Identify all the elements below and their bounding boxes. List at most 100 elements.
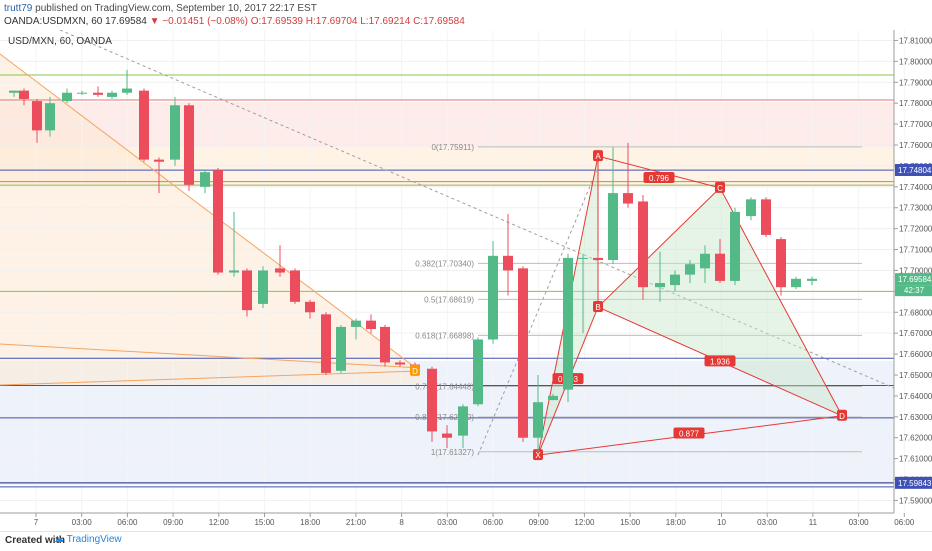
candle-body — [93, 92, 103, 95]
chart-title: USD/MXN, 60, OANDA — [8, 36, 112, 47]
time-axis[interactable]: 7 03:00 06:00 09:00 12:00 15:00 18:00 21:00 8 03:… — [34, 513, 915, 527]
price-tick-label: 17.80000 — [899, 57, 932, 66]
time-tick-label: 10 — [717, 518, 726, 527]
author-link[interactable]: trutt79 — [4, 3, 33, 14]
pattern-leg — [597, 155, 721, 189]
pattern-leg — [597, 187, 721, 308]
ohlc-values: O:17.69539 H:17.69704 L:17.69214 C:17.69… — [250, 16, 465, 27]
fib-level-label: 1(17.61327) — [431, 448, 474, 457]
fib-level-label: 0.786(17.64448) — [415, 383, 474, 392]
time-tick-label: 09:00 — [163, 518, 184, 527]
candle-body — [578, 257, 588, 259]
candle-body — [700, 253, 710, 269]
candle-body — [351, 320, 361, 327]
time-tick-label: 12:00 — [209, 518, 230, 527]
candle-body — [200, 172, 210, 187]
pattern-point-badge — [715, 181, 725, 193]
price-tick-label: 17.79000 — [899, 78, 932, 87]
fib-level-label: 0(17.75911) — [431, 143, 474, 152]
change-value: ▼ −0.01451 (−0.08%) — [149, 16, 248, 27]
fib-level-label: 0.886(17.62990) — [415, 413, 474, 422]
candle-body — [427, 368, 437, 432]
candle-body — [290, 270, 300, 302]
time-tick-label: 18:00 — [300, 518, 321, 527]
pattern-point-badge — [533, 449, 543, 461]
time-tick-label: 06:00 — [894, 518, 915, 527]
fib-level-label: 0.382(17.70340) — [415, 259, 474, 268]
time-tick-label: 03:00 — [72, 518, 93, 527]
pattern-point-label: A — [595, 152, 601, 161]
candle-body — [229, 270, 239, 273]
fib-level-label: 0.618(17.66898) — [415, 331, 474, 340]
candle-body — [62, 92, 72, 102]
time-tick-label: 15:00 — [254, 518, 275, 527]
fibonacci-retracement: 0(17.75911) 0.382(17.70340) 0.5(17.68619) 0… — [415, 143, 862, 457]
badge-last-price-bg — [895, 273, 932, 286]
candle-body — [139, 90, 149, 160]
time-tick-label: 03:00 — [757, 518, 778, 527]
price-tick-label: 17.81000 — [899, 36, 932, 45]
pattern-point-label: D — [839, 412, 845, 421]
time-tick-label: 12:00 — [574, 518, 595, 527]
symbol-info: OANDA:USDMXN, 60 17.69584 ▼ −0.01451 (−0… — [4, 16, 465, 27]
candle-body — [761, 199, 771, 235]
price-tick-label: 17.72000 — [899, 225, 932, 234]
published-text: published on TradingView.com, September … — [32, 3, 317, 14]
candle-body — [275, 268, 285, 273]
pattern-ratio-badge — [704, 355, 736, 367]
candle-body — [366, 320, 376, 329]
candle-body — [473, 339, 483, 405]
pattern-leg — [719, 187, 843, 417]
candle-body — [655, 283, 665, 288]
candle-body — [45, 103, 55, 131]
price-tick-label: 17.73000 — [899, 204, 932, 213]
pattern-ratio-badge — [673, 427, 705, 439]
candle-body — [321, 314, 331, 373]
publish-info: trutt79 published on TradingView.com, Se… — [4, 3, 317, 14]
candle-body — [638, 201, 648, 288]
price-tick-label: 17.71000 — [899, 246, 932, 255]
orange-trendline — [0, 53, 421, 372]
snapshot-header: trutt79 published on TradingView.com, Se… — [0, 0, 932, 30]
badge-blue-bottom-bg — [895, 476, 932, 489]
candle-body — [807, 278, 817, 281]
candle-body — [503, 255, 513, 271]
pattern-ratio-label: 0.877 — [679, 430, 700, 439]
price-tick-label: 17.59000 — [899, 496, 932, 505]
symbol-label: OANDA:USDMXN, 60 — [4, 16, 103, 27]
pattern-ratio-badge — [643, 172, 675, 184]
price-tick-label: 17.66000 — [899, 350, 932, 359]
price-axis[interactable]: 17.81000 17.80000 17.79000 17.78000 17.77000… — [894, 36, 932, 505]
candle-body — [19, 90, 29, 99]
badge-countdown: 42:37 — [904, 286, 925, 295]
last-price: 17.69584 — [105, 16, 147, 27]
fib-level-label: 0.5(17.68619) — [424, 295, 474, 304]
created-with-label: Created with — [5, 535, 66, 546]
candle-body — [563, 257, 573, 390]
candle-body — [9, 90, 19, 93]
pattern-point-badge — [593, 301, 603, 313]
price-tick-label: 17.77000 — [899, 120, 932, 129]
price-chart[interactable]: 0(17.75911) 0.382(17.70340) 0.5(17.68619) 0… — [0, 30, 932, 531]
time-tick-label: 21:00 — [346, 518, 367, 527]
fib-diagonal — [477, 166, 599, 456]
candle-body — [442, 433, 452, 438]
price-tick-label: 17.67000 — [899, 329, 932, 338]
time-tick-label: 15:00 — [620, 518, 641, 527]
candle-body — [258, 270, 268, 304]
tradingview-logo[interactable]: ☁ TradingView — [54, 534, 122, 545]
pattern-point-badge — [593, 150, 603, 162]
candle-body — [77, 92, 87, 94]
candle-body — [623, 193, 633, 204]
pattern-bcd-fill — [598, 187, 842, 416]
candle-body — [730, 211, 740, 281]
candle-body — [213, 170, 223, 273]
candle-body — [488, 255, 498, 340]
candle-body — [593, 257, 603, 260]
pattern-point-label: X — [535, 451, 541, 460]
candle-body — [32, 101, 42, 131]
candle-body — [336, 326, 346, 371]
time-tick-label: 03:00 — [437, 518, 458, 527]
candle-body — [518, 268, 528, 438]
point-d-label: D — [412, 367, 418, 376]
